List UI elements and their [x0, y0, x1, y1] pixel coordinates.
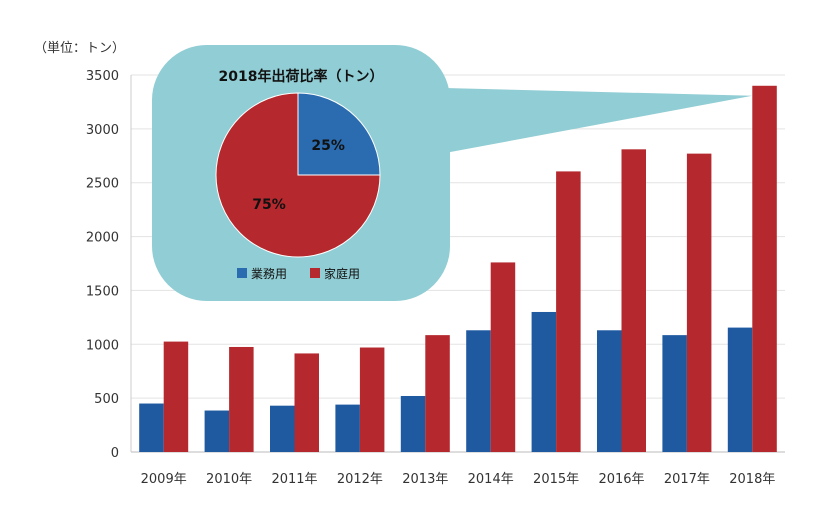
pie-title: 2018年出荷比率（トン） — [219, 68, 384, 85]
x-tick-label: 2010年 — [206, 472, 252, 487]
pie-label-1: 75% — [252, 197, 286, 213]
pie-slice-0 — [297, 92, 381, 176]
bar-series — [139, 85, 777, 453]
pie-label-0: 25% — [311, 138, 345, 154]
y-tick-label: 3500 — [86, 69, 119, 84]
x-tick-label: 2015年 — [533, 472, 579, 487]
y-tick-label: 1500 — [86, 284, 119, 299]
y-tick-label: 0 — [111, 446, 119, 461]
pie-inset: 2018年出荷比率（トン） 25% 75% 業務用 家庭用 — [152, 45, 753, 301]
y-tick-label: 1000 — [86, 338, 119, 353]
pie-slice-1 — [215, 92, 381, 258]
callout-pointer — [445, 88, 753, 153]
bar-gyomu-2 — [270, 405, 295, 452]
pie-legend: 業務用 家庭用 — [237, 266, 360, 281]
legend-swatch-1 — [310, 268, 320, 278]
bar-katei-6 — [556, 171, 581, 452]
y-tick-label: 3000 — [86, 123, 119, 138]
bar-katei-5 — [490, 262, 516, 452]
pie-chart: 25% 75% — [215, 92, 381, 258]
bar-katei-0 — [163, 341, 189, 452]
bar-katei-7 — [621, 149, 646, 452]
x-tick-label: 2018年 — [729, 472, 775, 487]
bar-katei-4 — [425, 335, 450, 452]
x-tick-label: 2013年 — [402, 472, 448, 487]
y-tick-label: 2000 — [86, 231, 119, 246]
bar-gyomu-3 — [335, 404, 360, 452]
bar-katei-1 — [229, 346, 254, 452]
bar-katei-3 — [359, 347, 385, 452]
x-axis-ticks: 2009年 2010年 2011年 2012年 2013年 2014年 2015年 2016年… — [141, 472, 776, 487]
bar-gyomu-1 — [204, 410, 230, 452]
unit-label: （単位：トン） — [34, 40, 125, 56]
bar-katei-9 — [752, 85, 777, 453]
bar-gyomu-8 — [662, 335, 687, 452]
x-tick-label: 2012年 — [337, 472, 383, 487]
bar-gyomu-4 — [400, 395, 426, 452]
legend-label-1: 家庭用 — [324, 266, 360, 281]
x-tick-label: 2009年 — [141, 472, 187, 487]
bar-gyomu-7 — [597, 330, 622, 452]
x-tick-label: 2017年 — [664, 472, 710, 487]
bar-gyomu-0 — [139, 403, 164, 452]
bar-katei-8 — [686, 153, 712, 453]
bar-gyomu-6 — [531, 311, 557, 452]
bar-katei-2 — [294, 353, 319, 452]
x-tick-label: 2016年 — [598, 472, 644, 487]
x-tick-label: 2014年 — [468, 472, 514, 487]
bar-gyomu-9 — [727, 327, 753, 452]
x-tick-label: 2011年 — [271, 472, 317, 487]
bar-gyomu-5 — [466, 330, 491, 452]
legend-label-0: 業務用 — [251, 267, 287, 281]
y-tick-label: 500 — [94, 392, 119, 407]
y-axis-ticks: 0 500 1000 1500 2000 2500 3000 3500 — [86, 69, 119, 461]
legend-swatch-0 — [237, 268, 247, 278]
y-tick-label: 2500 — [86, 177, 119, 192]
